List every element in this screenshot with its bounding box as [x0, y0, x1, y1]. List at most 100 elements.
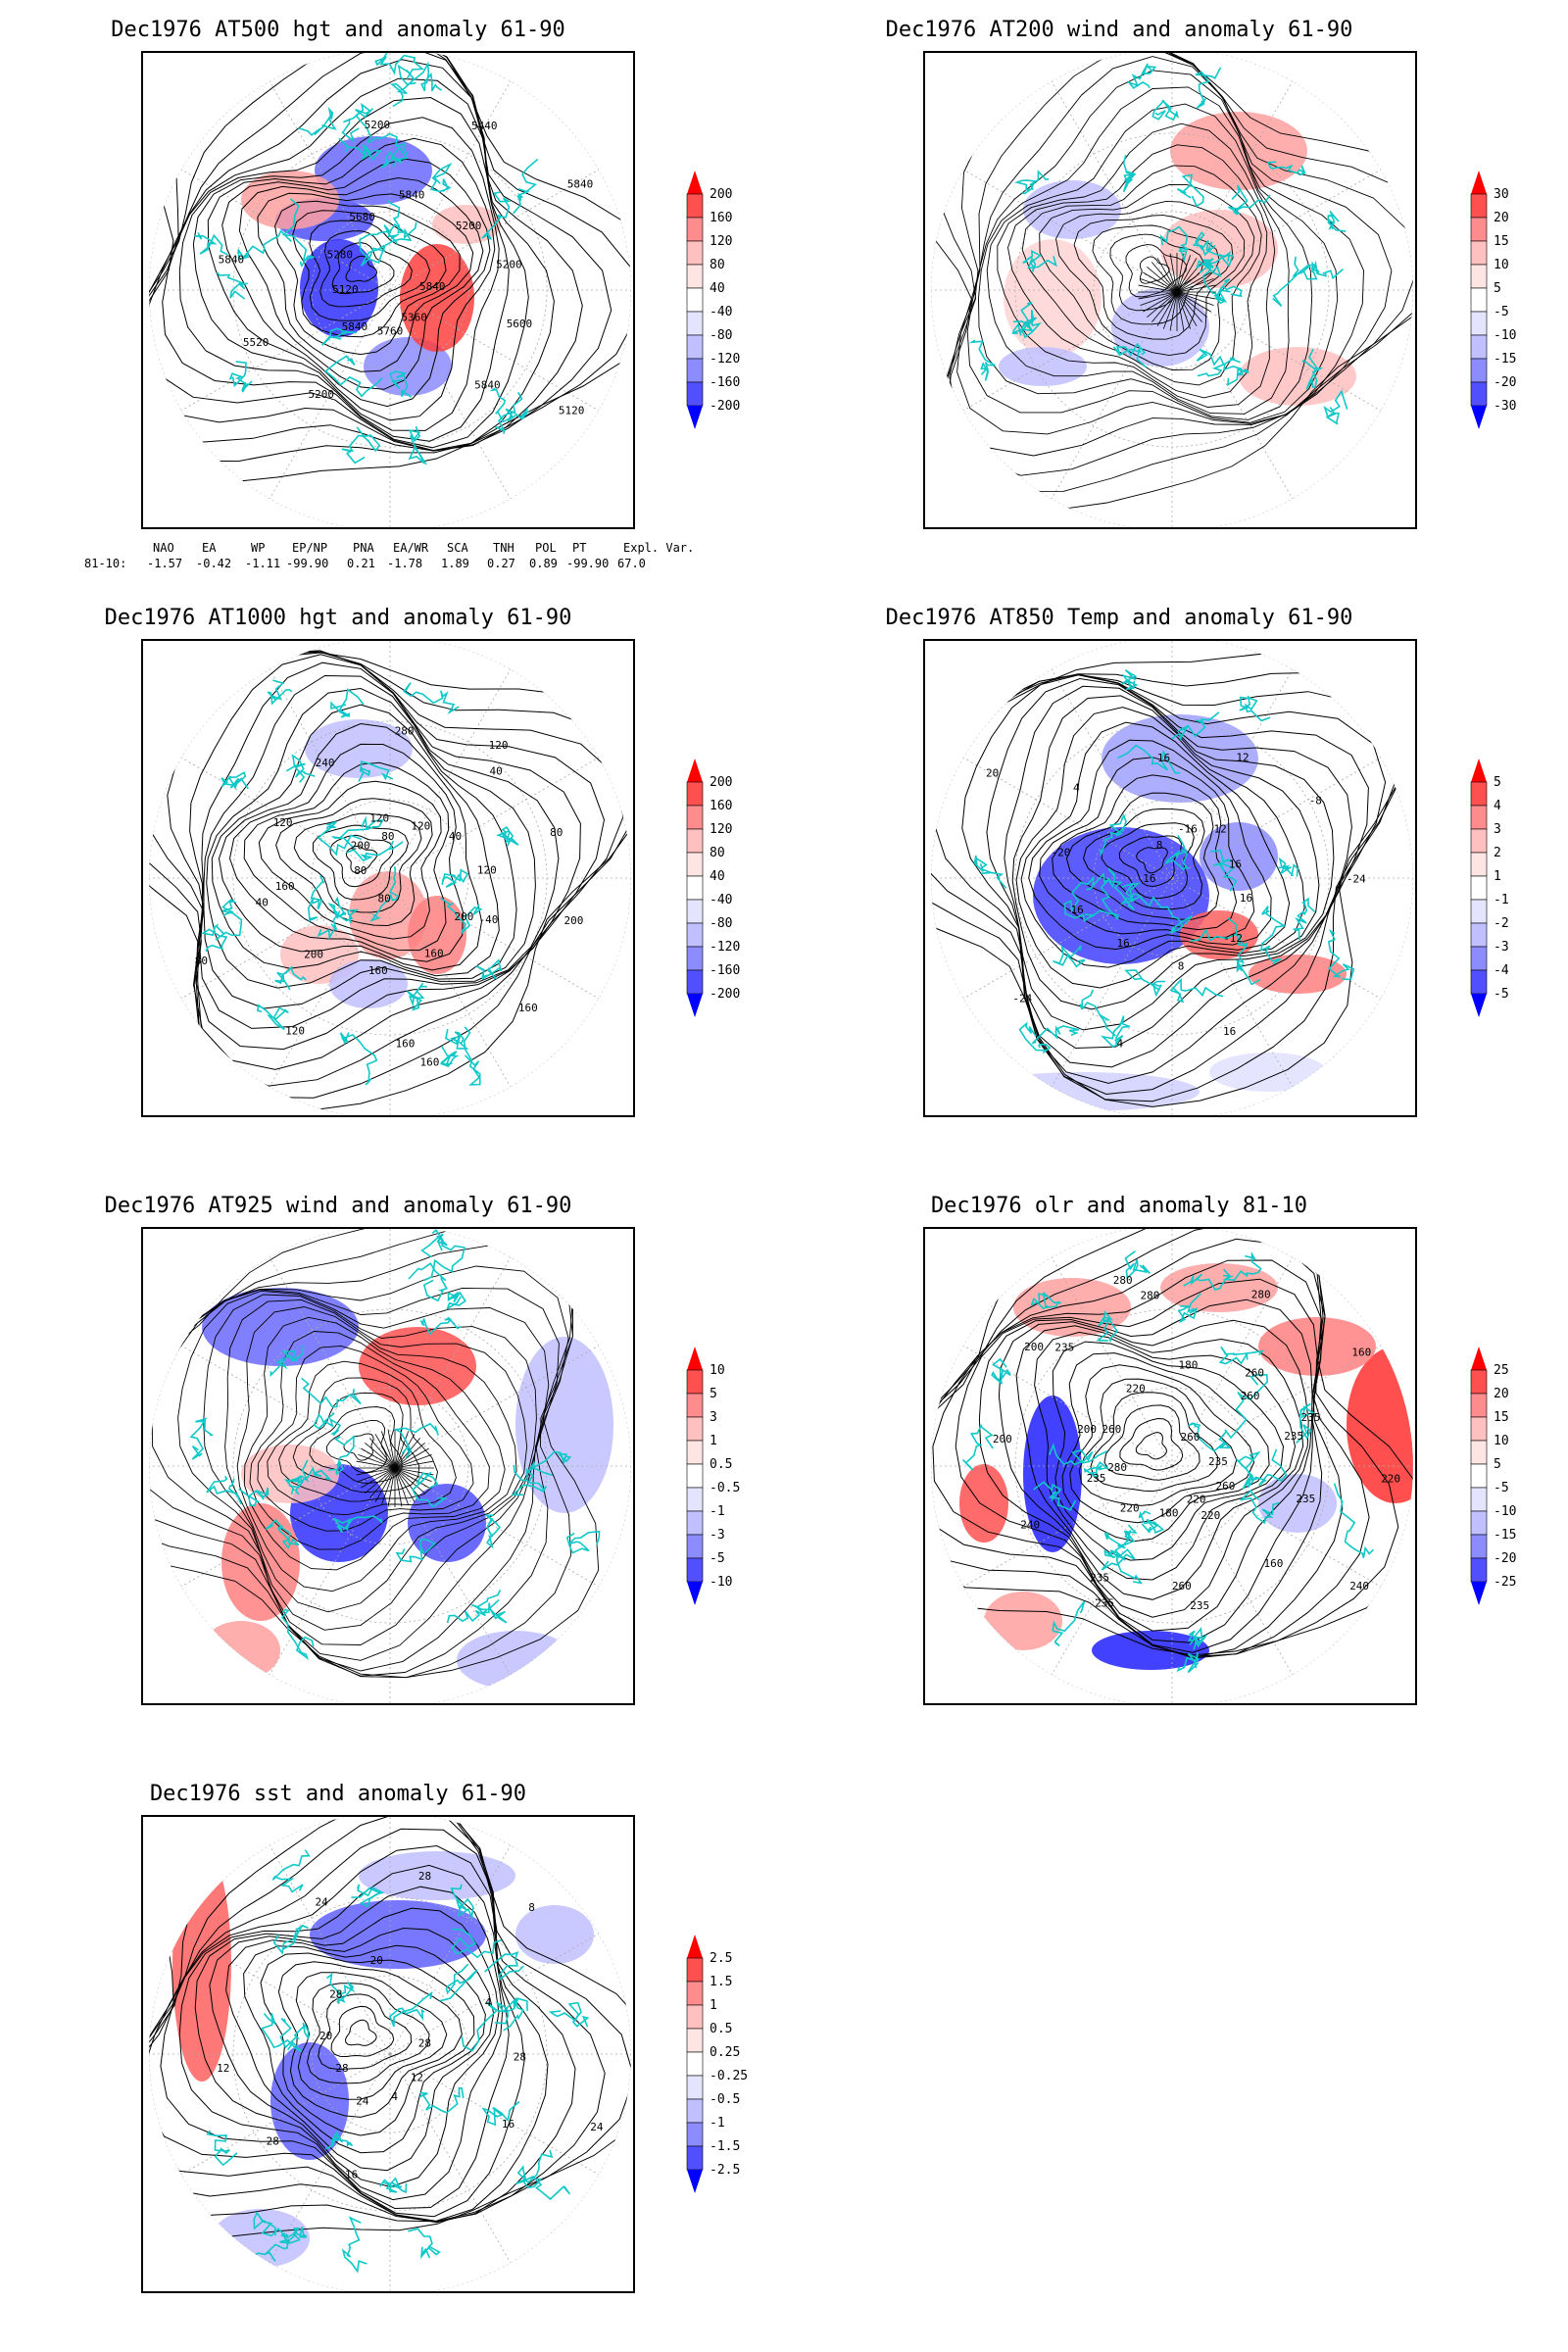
colorbar-cell	[686, 334, 704, 360]
coastline	[526, 1450, 572, 1477]
anomaly-shading	[202, 1621, 280, 1680]
streamline	[1176, 277, 1214, 293]
colorbar-label: 40	[710, 281, 725, 296]
contour-label: 280	[1113, 1274, 1133, 1287]
coastline	[1164, 835, 1190, 871]
index-value: -99.90	[566, 557, 610, 570]
map-panel-wind200	[923, 51, 1417, 529]
coastline	[1053, 944, 1086, 968]
contour-label: 16	[502, 2118, 514, 2131]
contour-label: 240	[316, 757, 335, 769]
coastline	[358, 760, 394, 782]
colorbar-label: 5	[1494, 281, 1501, 296]
coastline	[321, 327, 357, 346]
coastline	[481, 2100, 520, 2127]
streamline	[177, 1290, 550, 1645]
index-value: 0.27	[487, 557, 515, 570]
coastline	[1101, 1015, 1131, 1048]
anomaly-shading	[1180, 910, 1258, 959]
coastline	[1236, 942, 1261, 986]
anomaly-shading	[1092, 1631, 1209, 1670]
colorbar-cell	[686, 781, 704, 807]
contour-line	[961, 674, 1369, 1068]
coastline	[446, 1291, 466, 1311]
coastline	[1169, 977, 1224, 1004]
contour-label: 8	[1178, 960, 1185, 973]
coastline	[1323, 389, 1348, 425]
index-header: EA/WR	[393, 541, 429, 555]
anomaly-shading	[1258, 1317, 1376, 1376]
contour-label: 5440	[471, 120, 498, 132]
colorbar-cell	[686, 240, 704, 266]
streamline	[1156, 291, 1178, 326]
colorbar-cell	[686, 1440, 704, 1465]
colorbar-cell	[686, 969, 704, 995]
streamline	[151, 1287, 560, 1661]
streamline	[365, 1442, 396, 1469]
colorbar-label: 5	[1494, 1457, 1501, 1472]
contour-label: 16	[1143, 872, 1155, 885]
colorbar-label: 3	[1494, 822, 1501, 837]
anomaly-shading	[999, 347, 1087, 386]
coastline	[287, 1459, 310, 1495]
contour-line	[330, 2005, 395, 2058]
colorbar-top-arrow	[687, 171, 703, 194]
contour-label: 220	[1126, 1383, 1146, 1396]
anomaly-shading	[515, 1905, 594, 1964]
coastline	[1106, 867, 1135, 910]
contour-line	[931, 1229, 1413, 1656]
streamline	[1176, 291, 1211, 313]
meridian-line	[1051, 668, 1173, 879]
contour-label: 16	[1157, 752, 1170, 764]
meridian-line	[180, 2053, 391, 2176]
index-header: Expl. Var.	[623, 541, 695, 555]
streamline	[394, 1460, 434, 1469]
meridian-line	[180, 1465, 391, 1588]
contour-line	[149, 1817, 631, 2223]
colorbar-label: 200	[710, 187, 733, 202]
contour-line	[238, 176, 484, 390]
contour-label: 28	[329, 1987, 342, 2000]
meridian-line	[1171, 169, 1382, 291]
colorbar-top-arrow	[687, 1347, 703, 1370]
colorbar-top-arrow	[1471, 171, 1487, 194]
streamline	[1176, 291, 1216, 300]
colorbar-cell	[686, 899, 704, 924]
coastline	[973, 855, 1007, 889]
colorbar-label: -0.5	[710, 2092, 741, 2107]
coastline	[220, 771, 249, 790]
colorbar-cell	[1470, 264, 1488, 289]
streamline	[1156, 258, 1178, 293]
contour-line	[225, 1927, 495, 2172]
contour-label: 5200	[365, 119, 391, 131]
contour-label: 16	[1223, 1025, 1236, 1038]
contour-label: 260	[1241, 1390, 1260, 1402]
coastline	[1112, 342, 1147, 368]
coastline	[1301, 348, 1324, 390]
coastline	[961, 1423, 994, 1471]
contour-label: 5840	[219, 254, 245, 267]
colorbar-label: 1	[1494, 869, 1501, 884]
contour-label: 260	[1245, 1366, 1264, 1379]
panel-title-wind200: Dec1976 AT200 wind and anomaly 61-90	[885, 18, 1353, 42]
coastline	[341, 102, 374, 143]
colorbar-label: -30	[1494, 399, 1517, 414]
colorbar-label: -80	[710, 916, 733, 931]
contour-label: 160	[1264, 1557, 1284, 1570]
index-value: 67.0	[617, 557, 646, 570]
contour-label: 4	[485, 1996, 492, 2009]
coastline	[1124, 1250, 1152, 1280]
contour-line	[933, 673, 1387, 1084]
streamline	[361, 1447, 396, 1469]
map-panel-wind925	[141, 1227, 635, 1705]
contour-label: 5280	[327, 248, 354, 261]
colorbar-label: 200	[710, 775, 733, 790]
colorbar-cell	[1470, 217, 1488, 242]
streamline	[267, 1360, 457, 1516]
colorbar-label: 15	[1494, 1410, 1509, 1425]
coastline	[451, 1928, 502, 1959]
colorbar-cell	[686, 1981, 704, 2006]
streamline	[1055, 200, 1246, 357]
meridian-line	[389, 668, 512, 879]
contour-label: 235	[1087, 1472, 1106, 1485]
